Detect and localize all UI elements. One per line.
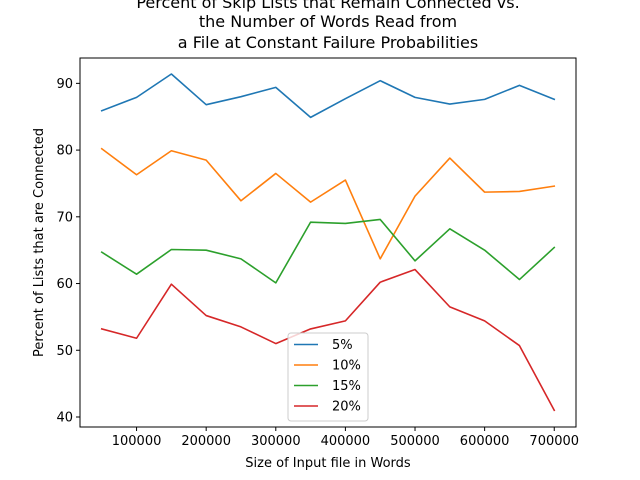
chart-title-line-3: a File at Constant Failure Probabilities [178, 33, 478, 52]
series-line-20pct [100, 268, 556, 412]
x-tick-label: 700000 [529, 434, 579, 449]
y-tick-label: 50 [56, 344, 73, 359]
y-axis-label: Percent of Lists that are Connected [32, 128, 47, 357]
x-tick-label: 400000 [321, 434, 371, 449]
y-tick-label: 70 [56, 210, 73, 225]
x-tick-label: 100000 [112, 434, 162, 449]
legend-label: 10% [332, 359, 361, 374]
plot-area-frame [79, 57, 577, 428]
y-tick-label: 60 [56, 277, 73, 292]
legend-label: 5% [332, 338, 353, 353]
y-tick-label: 90 [56, 77, 73, 92]
legend-label: 20% [332, 400, 361, 415]
series-line-15pct [100, 218, 556, 284]
legend: 5% 10% 15% 20% [287, 332, 369, 422]
series-layer [100, 73, 556, 412]
legend-box [287, 332, 369, 422]
series-line-5pct [100, 73, 556, 119]
legend-label: 15% [332, 379, 361, 394]
series-line-10pct [100, 147, 556, 260]
x-tick-label: 600000 [460, 434, 510, 449]
chart-title-line-2: the Number of Words Read from [199, 12, 457, 31]
x-tick-label: 300000 [251, 434, 301, 449]
x-axis-label: Size of Input file in Words [245, 456, 411, 471]
chart-title-line-1: Percent of Skip Lists that Remain Connec… [136, 0, 519, 12]
x-axis-ticks: 100000 200000 300000 400000 500000 600000 7000… [112, 427, 579, 449]
y-axis-ticks: 40 50 60 70 80 90 [56, 77, 80, 425]
y-tick-label: 40 [56, 410, 73, 425]
x-tick-label: 500000 [390, 434, 440, 449]
x-tick-label: 200000 [181, 434, 231, 449]
y-tick-label: 80 [56, 144, 73, 159]
